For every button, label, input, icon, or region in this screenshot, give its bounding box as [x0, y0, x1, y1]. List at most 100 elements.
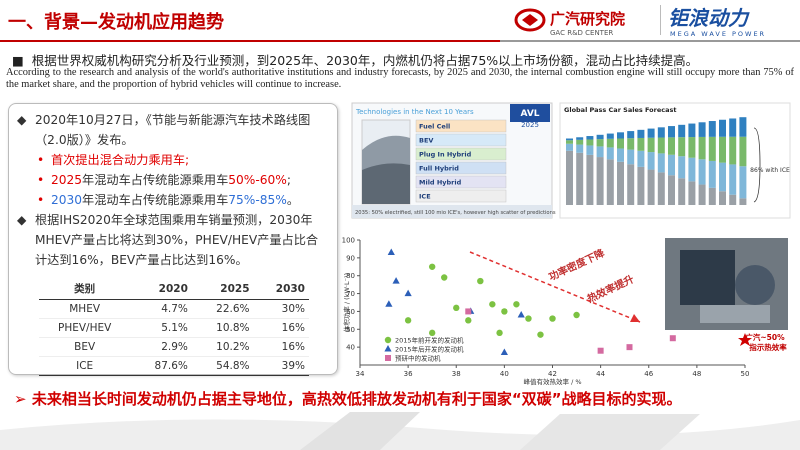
figure-bar [606, 138, 614, 148]
item-box [415, 189, 507, 203]
table-header-cell: 类别 [39, 278, 131, 300]
year: 2025 [521, 121, 539, 129]
table-cell: 30% [253, 299, 309, 319]
point [500, 348, 508, 355]
table-cell: 10.8% [191, 318, 254, 338]
bullet-list: ◆ 2020年10月27日，《节能与新能源汽车技术路线图（2.0版）》发布。 • 首次… [17, 110, 329, 270]
conclusion-marker: ➢ [14, 390, 27, 408]
x-tick-label: 48 [692, 370, 701, 378]
table-cell: 16% [253, 337, 309, 357]
brand: AVL [520, 109, 539, 119]
bullet-text: 2025 [51, 173, 83, 187]
figure-bar [708, 136, 716, 161]
point [496, 329, 503, 337]
summary: ■ 根据世界权威机构研究分析及行业预测，到2025年、2030年，内燃机仍将占据… [12, 50, 698, 69]
item-label: ICE [419, 193, 431, 201]
table-cell: 54.8% [191, 356, 254, 376]
figure-bar [627, 164, 635, 205]
figure-bar [688, 123, 696, 138]
area-shape [362, 163, 410, 204]
figure-bar [596, 139, 604, 147]
point [441, 274, 448, 281]
figure-bar [739, 166, 747, 199]
figure-bar [596, 157, 604, 205]
table-row: PHEV/HEV 5.1% 10.8% 16% [39, 318, 309, 338]
point [465, 308, 472, 315]
x-tick-label: 36 [404, 370, 413, 378]
bullet-marker: • [37, 153, 45, 167]
figure-bar [729, 118, 737, 137]
point [597, 347, 604, 354]
legend-label: 预研中的发动机 [395, 354, 441, 363]
figure-bar [698, 159, 706, 185]
table-cell: 5.1% [130, 318, 192, 338]
bullet-text: 75%-85% [228, 193, 287, 207]
point [549, 315, 556, 322]
figure-bar [606, 159, 614, 205]
figure-bar [668, 126, 675, 138]
figure-bar [627, 149, 635, 165]
bullet-text: 年混动车占传统能源乘用车 [82, 173, 229, 187]
engine-photo-part [700, 305, 770, 323]
table-cell: 10.2% [191, 337, 254, 357]
logo2-text-en: MEGA WAVE POWER [670, 30, 766, 38]
figure-bar [729, 164, 737, 195]
bullet-text: 根据IHS2020年全球范围乘用车销量预测，2030年MHEV产量占比将达到30… [35, 213, 319, 267]
point [384, 345, 392, 352]
x-axis-label: 峰值有效热效率 / % [524, 377, 582, 386]
annotation: 指示热效率 [749, 342, 787, 352]
figure-bar [647, 137, 655, 153]
item-box [415, 133, 507, 147]
figure-bar [596, 134, 604, 140]
table-header-cell: 2020 [130, 278, 192, 300]
summary-en: According to the research and analysis o… [6, 67, 794, 90]
table-header-cell: 2030 [253, 278, 309, 300]
header-rule [0, 40, 800, 42]
figure-bar [698, 136, 706, 160]
point [453, 304, 460, 312]
forecast-figure: Global Pass Car Sales Forecast 86% with … [559, 102, 791, 219]
summary-marker: ■ [12, 53, 24, 68]
table-header-cell: 2025 [191, 278, 254, 300]
point [428, 263, 436, 270]
item-box [415, 147, 507, 161]
table-cell: 22.6% [191, 299, 254, 319]
figure-bar [708, 187, 716, 205]
point [517, 311, 525, 318]
figure-title: Technologies in the Next 10 Years [355, 108, 474, 116]
figure-bar [586, 139, 594, 146]
x-tick-label: 40 [500, 370, 509, 378]
figure-bar [576, 137, 584, 140]
share-table: 类别 2020 2025 2030 MHEV 4.7% 22.6% 30% PHEV/HEV 5.… [39, 278, 309, 376]
figure-bar [576, 152, 584, 205]
figure-bar [719, 136, 726, 163]
table-row: ICE 87.6% 54.8% 39% [39, 356, 309, 376]
point [465, 317, 472, 324]
figure-bar [708, 121, 716, 137]
bullet-text: 2030 [51, 193, 83, 207]
avl-figure: Technologies in the Next 10 Years AVL 20… [351, 102, 556, 219]
bullet-text: 年混动车占传统能源乘用车 [82, 193, 229, 207]
point [384, 336, 392, 344]
footer-shape [520, 414, 700, 450]
figure-bar [698, 122, 706, 137]
scatter-chart: 34 36 38 40 42 44 46 48 50 40 50 60 70 80 90 100 峰值有效热效率… [342, 233, 788, 386]
table-cell: BEV [39, 337, 131, 357]
table-cell: 39% [253, 356, 309, 376]
bullet-text: ; [286, 173, 291, 187]
figure-bar [657, 127, 665, 138]
figure-bar [678, 137, 686, 157]
legend-label: 2015年前开发的发动机 [395, 336, 464, 345]
figure-bar [729, 136, 737, 165]
bullet-marker: ◆ [17, 113, 27, 127]
logo-divider [660, 5, 661, 35]
item-label: Plug In Hybrid [419, 151, 472, 159]
figure-bar [586, 154, 594, 205]
point [392, 277, 400, 284]
bullet-text: 2020年10月27日，《节能与新能源汽车技术路线图（2.0版）》发布。 [35, 113, 311, 147]
figure-bar [678, 124, 686, 138]
star [738, 333, 752, 346]
y-tick-label: 70 [346, 290, 355, 298]
item-label: Fuel Cell [419, 123, 450, 131]
bullet-marker: • [37, 173, 45, 187]
